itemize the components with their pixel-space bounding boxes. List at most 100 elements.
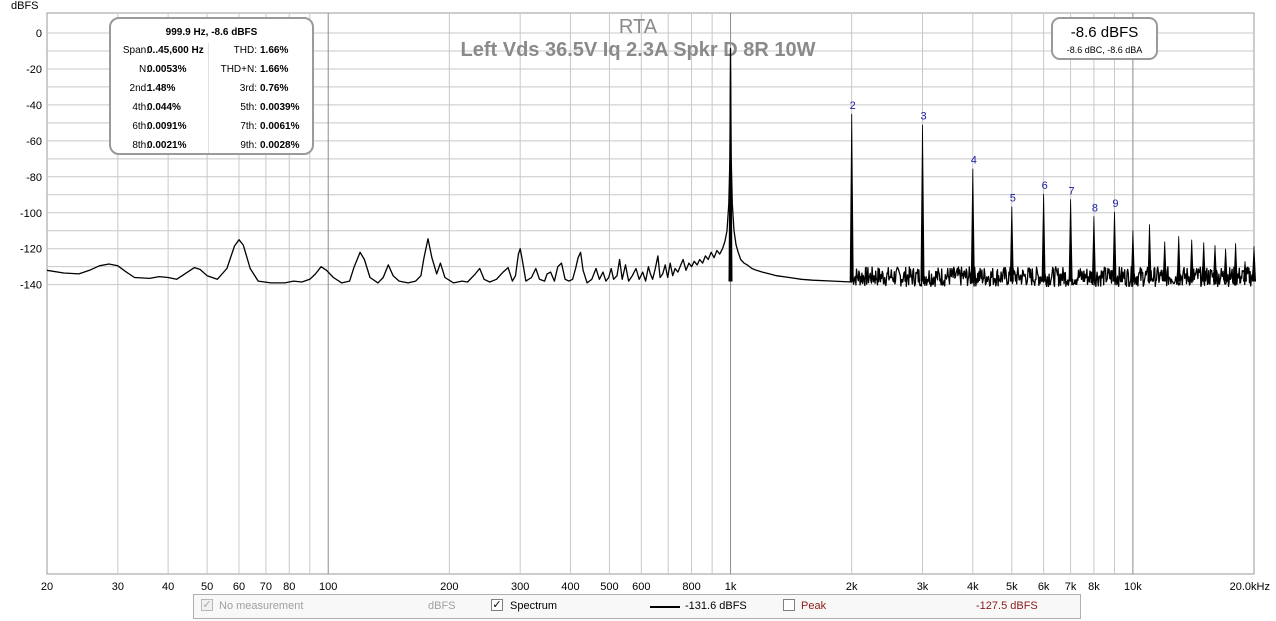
x-tick-label: 8k — [1088, 581, 1100, 593]
level-readout-panel[interactable]: -8.6 dBFS -8.6 dBC, -8.6 dBA — [1051, 17, 1158, 60]
harmonic-label: 8 — [1092, 202, 1098, 214]
x-tick-label: 500 — [600, 581, 618, 593]
x-tick-labels: 20 30 40 50 60 70 80 100 200 300 400 500 600 800 1k 2k 3… — [41, 581, 1270, 593]
higher-harmonic-peak — [1176, 236, 1181, 282]
higher-harmonic-peak — [1233, 243, 1238, 282]
peak-value: -127.5 dBFS — [976, 600, 1038, 612]
higher-harmonic-peak — [1130, 230, 1135, 282]
x-tick-label: 200 — [440, 581, 458, 593]
stats-row: 2nd: 1.48% 3rd: 0.76% — [111, 83, 312, 99]
x-tick-label: 6k — [1038, 581, 1050, 593]
harmonic-peak — [1009, 206, 1014, 282]
harmonic-label: 3 — [920, 111, 926, 123]
x-tick-label: 70 — [260, 581, 272, 593]
harmonic-label: 5 — [1010, 192, 1016, 204]
no-measurement-label: No measurement — [219, 600, 304, 612]
higher-harmonic-peak — [1162, 241, 1167, 282]
stats-value: 0.76% — [260, 83, 289, 94]
spectrum-label: Spectrum — [510, 600, 558, 612]
y-tick-label: 0 — [36, 28, 42, 40]
y-tick-label: -60 — [26, 136, 42, 148]
x-tick-label: 7k — [1065, 581, 1077, 593]
fundamental-peak — [728, 48, 733, 282]
stats-value: 0.0028% — [260, 140, 300, 151]
x-tick-label: 10k — [1124, 581, 1142, 593]
harmonic-label: 7 — [1069, 185, 1075, 197]
x-tick-label: 2k — [846, 581, 858, 593]
stats-key: 9th: — [240, 140, 257, 151]
chart-title: RTA — [619, 16, 658, 38]
x-tick-label: 400 — [561, 581, 579, 593]
stats-value: 0.0039% — [260, 102, 300, 113]
stats-key: 3rd: — [239, 83, 257, 94]
x-tick-label: 20 — [41, 581, 53, 593]
no-measurement-unit: dBFS — [428, 600, 456, 612]
y-tick-label: -40 — [26, 100, 42, 112]
x-tick-label: 100 — [319, 581, 337, 593]
x-tick-label: 5k — [1006, 581, 1018, 593]
higher-harmonic-peak — [1201, 242, 1206, 282]
y-tick-label: -20 — [26, 64, 42, 76]
stats-key: 7th: — [240, 121, 257, 132]
stats-key: 8th: — [132, 140, 149, 151]
x-tick-label: 30 — [112, 581, 124, 593]
spectrum-line-sample — [650, 606, 680, 608]
y-axis-label: dBFS — [11, 0, 39, 12]
y-tick-label: -80 — [26, 172, 42, 184]
harmonic-peak — [1041, 193, 1046, 282]
y-tick-labels: 0 -20 -40 -60 -80 -100 -120 -140 — [20, 28, 42, 292]
harmonic-labels: 2 3 4 5 6 7 8 9 — [850, 100, 1119, 214]
higher-harmonic-peak — [1223, 248, 1228, 282]
stats-key: Span: — [122, 45, 149, 56]
x-tick-label: 600 — [632, 581, 650, 593]
x-tick-label: 80 — [283, 581, 295, 593]
stats-key: THD: — [233, 45, 257, 56]
x-tick-label: 50 — [201, 581, 213, 593]
y-tick-label: -140 — [20, 280, 42, 292]
stats-row: Span: 0..45,600 Hz THD: 1.66% — [111, 45, 312, 61]
higher-harmonic-peak — [1251, 245, 1257, 282]
higher-harmonic-peak — [1242, 261, 1248, 282]
stats-key: 4th: — [132, 102, 149, 113]
x-tick-label: 20.0kHz — [1230, 581, 1270, 593]
peak-checkbox[interactable] — [783, 599, 795, 611]
x-tick-label: 300 — [511, 581, 529, 593]
stats-row: N: 0.0053% THD+N: 1.66% — [111, 64, 312, 80]
harmonic-label: 2 — [850, 100, 856, 112]
stats-value: 0.0091% — [147, 121, 187, 132]
spectrum-value: -131.6 dBFS — [685, 600, 747, 612]
y-tick-label: -100 — [20, 208, 42, 220]
harmonic-label: 4 — [971, 155, 977, 167]
higher-harmonic-peak — [1189, 239, 1194, 282]
level-weighted-values: -8.6 dBC, -8.6 dBA — [1066, 45, 1143, 55]
legend-bar: ✓ No measurement dBFS ✓ Spectrum -131.6 … — [193, 594, 1081, 619]
harmonic-peak — [849, 113, 854, 282]
higher-harmonic-peak — [1147, 224, 1152, 282]
no-measurement-checkbox[interactable]: ✓ — [201, 599, 213, 611]
stats-row: 8th: 0.0021% 9th: 0.0028% — [111, 140, 312, 156]
distortion-stats-panel[interactable]: 999.9 Hz, -8.6 dBFS Span: 0..45,600 Hz T… — [109, 17, 314, 155]
spectrum-checkbox[interactable]: ✓ — [491, 599, 503, 611]
stats-key: 2nd: — [129, 83, 149, 94]
level-main-value: -8.6 dBFS — [1070, 24, 1139, 41]
chart-subtitle: Left Vds 36.5V Iq 2.3A Spkr D 8R 10W — [461, 39, 816, 61]
stats-value: 0.0061% — [260, 121, 300, 132]
stats-value: 1.66% — [260, 64, 289, 75]
stats-divider — [208, 43, 209, 153]
x-tick-label: 3k — [917, 581, 929, 593]
stats-row: 6th: 0.0091% 7th: 0.0061% — [111, 121, 312, 137]
harmonic-label: 6 — [1042, 180, 1048, 192]
harmonic-peak — [1068, 199, 1073, 282]
stats-value: 0.0053% — [147, 64, 187, 75]
harmonic-peak — [920, 124, 925, 282]
stats-value: 0..45,600 Hz — [147, 45, 204, 56]
x-tick-label: 800 — [682, 581, 700, 593]
stats-key: THD+N: — [220, 64, 257, 75]
harmonic-peak — [1091, 216, 1096, 282]
x-tick-label: 40 — [162, 581, 174, 593]
peak-label: Peak — [801, 600, 827, 612]
stats-key: 5th: — [240, 102, 257, 113]
stats-value: 0.044% — [147, 102, 181, 113]
stats-value: 1.48% — [147, 83, 176, 94]
stats-row: 4th: 0.044% 5th: 0.0039% — [111, 102, 312, 118]
